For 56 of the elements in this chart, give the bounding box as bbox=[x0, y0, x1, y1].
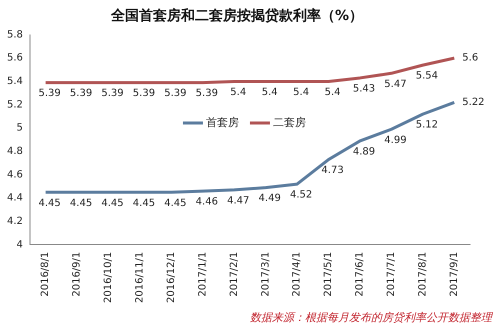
data-label: 5.12 bbox=[416, 120, 438, 131]
data-label: 4.73 bbox=[321, 165, 344, 176]
y-tick-label: 5 bbox=[16, 122, 23, 134]
data-label: 4.45 bbox=[70, 198, 92, 209]
x-tick-label: 2016/8/1 bbox=[40, 252, 52, 297]
y-tick-label: 5.6 bbox=[6, 52, 23, 64]
data-label: 5.4 bbox=[262, 87, 278, 98]
data-label: 5.39 bbox=[38, 88, 61, 100]
x-tick-label: 2017/1/1 bbox=[197, 252, 208, 297]
data-label: 5.22 bbox=[462, 97, 485, 108]
data-label: 5.4 bbox=[293, 87, 310, 98]
y-tick-label: 5.8 bbox=[6, 29, 23, 40]
data-label: 5.47 bbox=[384, 78, 407, 90]
data-label: 4.45 bbox=[164, 198, 186, 209]
y-tick-label: 4 bbox=[16, 239, 23, 250]
data-label: 4.45 bbox=[38, 198, 61, 209]
x-tick-label: 2017/5/1 bbox=[323, 252, 334, 297]
data-label: 4.49 bbox=[258, 193, 281, 204]
data-label: 5.39 bbox=[164, 88, 186, 100]
data-label: 5.39 bbox=[196, 88, 218, 100]
y-tick-label: 4.6 bbox=[6, 169, 23, 180]
x-tick-label: 2016/11/1 bbox=[134, 252, 146, 304]
x-tick-label: 2017/2/1 bbox=[228, 252, 240, 297]
y-tick-label: 4.2 bbox=[6, 216, 23, 227]
data-label: 4.45 bbox=[101, 198, 124, 209]
x-tick-label: 2016/9/1 bbox=[72, 252, 83, 297]
data-label: 4.45 bbox=[132, 198, 156, 209]
x-tick-label: 2016/10/1 bbox=[103, 252, 114, 304]
x-tick-label: 2017/3/1 bbox=[260, 252, 272, 297]
data-label: 5.4 bbox=[324, 87, 340, 98]
x-tick-label: 2017/8/1 bbox=[417, 252, 428, 297]
y-tick-label: 4.8 bbox=[6, 146, 23, 158]
x-tick-label: 2016/12/1 bbox=[166, 252, 177, 304]
legend-label: 首套房 bbox=[206, 116, 239, 129]
x-tick-label: 2017/9/1 bbox=[448, 252, 460, 297]
data-label: 4.47 bbox=[227, 196, 250, 207]
data-label: 4.52 bbox=[290, 190, 312, 201]
data-label: 5.4 bbox=[230, 87, 246, 98]
chart-title: 全国首套房和二套房按揭贷款利率（%） bbox=[110, 7, 364, 24]
data-label: 4.46 bbox=[196, 196, 218, 208]
y-tick-label: 5.2 bbox=[6, 99, 23, 110]
x-tick-label: 2017/7/1 bbox=[386, 252, 398, 297]
data-label: 5.39 bbox=[132, 88, 156, 100]
data-label: 5.6 bbox=[462, 52, 478, 64]
x-tick-label: 2017/4/1 bbox=[292, 252, 303, 297]
data-label: 5.39 bbox=[101, 88, 124, 100]
source-note: 数据来源：根据每月发布的房贷利率公开数据整理 bbox=[250, 310, 492, 325]
data-label: 5.54 bbox=[416, 70, 438, 82]
data-label: 5.43 bbox=[352, 84, 376, 95]
x-tick-label: 2017/6/1 bbox=[354, 252, 366, 297]
data-label: 4.89 bbox=[352, 146, 376, 158]
data-label: 5.39 bbox=[70, 88, 92, 100]
y-tick-label: 5.4 bbox=[6, 76, 23, 88]
y-tick-label: 4.4 bbox=[6, 192, 23, 204]
legend-label: 二套房 bbox=[272, 116, 306, 129]
data-label: 4.99 bbox=[384, 134, 407, 146]
